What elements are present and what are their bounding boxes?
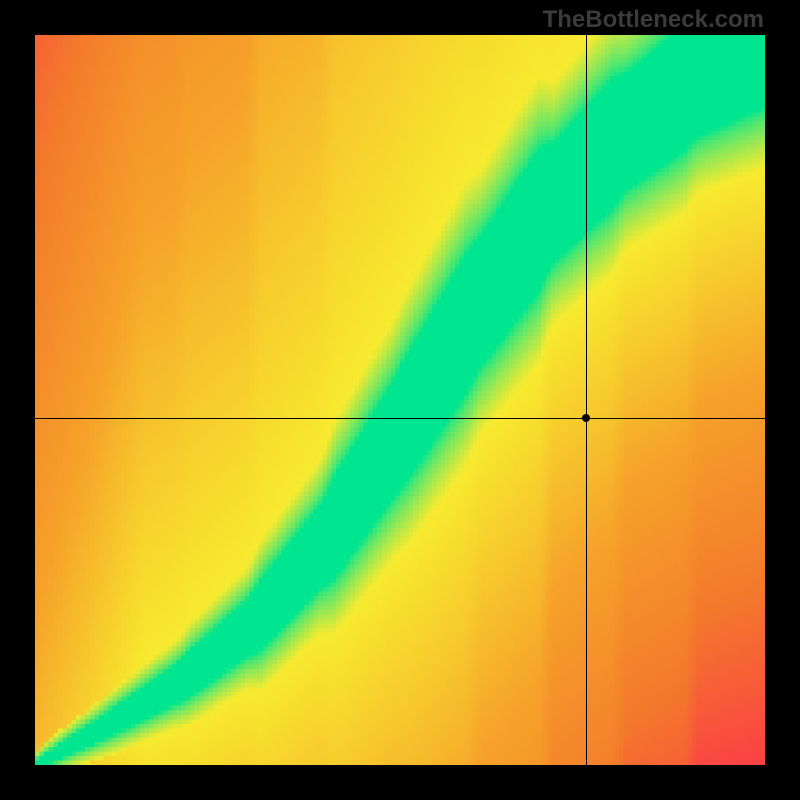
chart-container: TheBottleneck.com (0, 0, 800, 800)
crosshair-vertical (586, 35, 587, 765)
watermark-text: TheBottleneck.com (543, 6, 764, 34)
bottleneck-heatmap (35, 35, 765, 765)
crosshair-horizontal (35, 418, 765, 419)
